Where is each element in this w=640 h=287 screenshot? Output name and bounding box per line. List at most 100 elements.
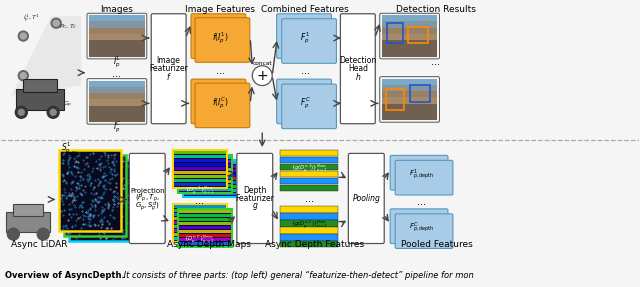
Bar — [173, 221, 227, 224]
Bar — [173, 229, 227, 232]
Bar — [89, 15, 145, 34]
Bar — [89, 87, 145, 108]
Bar — [410, 85, 429, 102]
Text: $F_{p,\mathrm{depth}}^1$: $F_{p,\mathrm{depth}}^1$ — [409, 167, 435, 182]
FancyBboxPatch shape — [191, 14, 246, 58]
FancyBboxPatch shape — [276, 79, 332, 124]
Bar — [179, 164, 232, 167]
Text: $\{D_p^{n,C}\}_{n=1}^{N_{max}}$: $\{D_p^{n,C}\}_{n=1}^{N_{max}}$ — [184, 234, 214, 246]
Text: $f(I_p^C)$: $f(I_p^C)$ — [212, 96, 229, 111]
FancyBboxPatch shape — [195, 18, 250, 62]
Text: concat: concat — [252, 61, 272, 66]
Text: Pooling: Pooling — [353, 194, 380, 203]
Text: Overview of AsyncDepth.: Overview of AsyncDepth. — [5, 271, 125, 280]
Bar — [173, 155, 227, 158]
Bar — [179, 214, 232, 217]
Bar — [179, 180, 232, 183]
Bar — [173, 163, 227, 166]
Text: Pooled Features: Pooled Features — [401, 240, 472, 249]
Bar — [179, 242, 232, 245]
Bar — [173, 150, 227, 188]
Text: Combined Features: Combined Features — [261, 5, 349, 14]
Bar — [173, 183, 227, 186]
Text: $S_p^{N_{max}}$: $S_p^{N_{max}}$ — [67, 150, 85, 164]
Bar — [173, 159, 227, 162]
Bar — [184, 161, 236, 164]
Bar — [387, 23, 403, 43]
FancyBboxPatch shape — [348, 154, 384, 244]
Text: Detection Results: Detection Results — [396, 5, 476, 14]
Circle shape — [8, 228, 19, 240]
FancyBboxPatch shape — [395, 214, 453, 249]
Circle shape — [37, 228, 49, 240]
Bar — [64, 155, 126, 236]
Bar — [182, 160, 237, 197]
Text: Async LiDAR: Async LiDAR — [11, 240, 67, 249]
Bar — [381, 15, 438, 34]
Text: Async Depth Features: Async Depth Features — [266, 240, 365, 249]
FancyBboxPatch shape — [151, 14, 186, 124]
Text: $G_p$: $G_p$ — [63, 100, 73, 110]
Text: $S_p^1$: $S_p^1$ — [61, 140, 71, 156]
Bar — [408, 27, 428, 43]
Bar — [179, 188, 232, 191]
Bar — [173, 204, 227, 242]
Text: ...: ... — [301, 66, 310, 76]
Bar — [13, 204, 44, 216]
FancyBboxPatch shape — [340, 14, 375, 124]
Text: Images: Images — [100, 5, 133, 14]
Bar — [179, 210, 232, 213]
Bar — [184, 185, 236, 188]
Bar — [381, 22, 438, 42]
Bar — [179, 176, 232, 179]
FancyBboxPatch shape — [237, 154, 273, 244]
FancyBboxPatch shape — [390, 209, 448, 244]
Text: $F_{p,\mathrm{depth}}^C$: $F_{p,\mathrm{depth}}^C$ — [409, 221, 435, 235]
Bar — [173, 213, 227, 216]
Text: $f(I_p^1)$: $f(I_p^1)$ — [212, 30, 228, 46]
Bar — [173, 179, 227, 182]
Text: $\{D_p^{n,1}\}_{n=1}^{N_{max}}$: $\{D_p^{n,1}\}_{n=1}^{N_{max}}$ — [184, 184, 214, 197]
Bar — [89, 22, 145, 42]
Bar — [280, 185, 338, 191]
Bar — [179, 222, 232, 225]
Text: +: + — [257, 69, 268, 83]
Circle shape — [19, 71, 28, 81]
Text: $I_p^1, T^1$: $I_p^1, T^1$ — [23, 13, 40, 25]
Bar — [381, 28, 438, 42]
FancyBboxPatch shape — [390, 155, 448, 190]
Bar — [381, 40, 438, 57]
Text: $F_p^C$: $F_p^C$ — [300, 96, 310, 111]
Bar — [280, 157, 338, 163]
Text: It consists of three parts: (top left) general “featurize-then-detect” pipeline : It consists of three parts: (top left) g… — [121, 271, 474, 280]
FancyBboxPatch shape — [395, 160, 453, 195]
Bar — [178, 155, 232, 193]
Text: Head: Head — [348, 64, 368, 73]
Bar — [184, 189, 236, 191]
Circle shape — [51, 18, 61, 28]
Bar — [280, 150, 338, 156]
Text: $h$: $h$ — [355, 71, 361, 82]
Bar — [179, 238, 232, 241]
Bar — [179, 168, 232, 171]
Bar — [179, 156, 232, 159]
Bar — [89, 40, 145, 57]
Circle shape — [53, 20, 59, 26]
Text: ...: ... — [305, 195, 314, 204]
Text: ...: ... — [431, 57, 440, 67]
Bar — [184, 181, 236, 184]
Text: Depth: Depth — [243, 186, 266, 195]
Bar — [381, 91, 438, 106]
Bar — [173, 171, 227, 174]
Bar — [173, 225, 227, 228]
Bar — [184, 193, 236, 195]
FancyBboxPatch shape — [195, 83, 250, 128]
Circle shape — [50, 109, 56, 115]
Circle shape — [47, 106, 59, 118]
Bar — [179, 218, 232, 221]
Bar — [173, 167, 227, 170]
Bar — [184, 169, 236, 172]
Text: ...: ... — [113, 69, 122, 79]
Bar — [280, 227, 338, 234]
FancyBboxPatch shape — [282, 84, 337, 129]
